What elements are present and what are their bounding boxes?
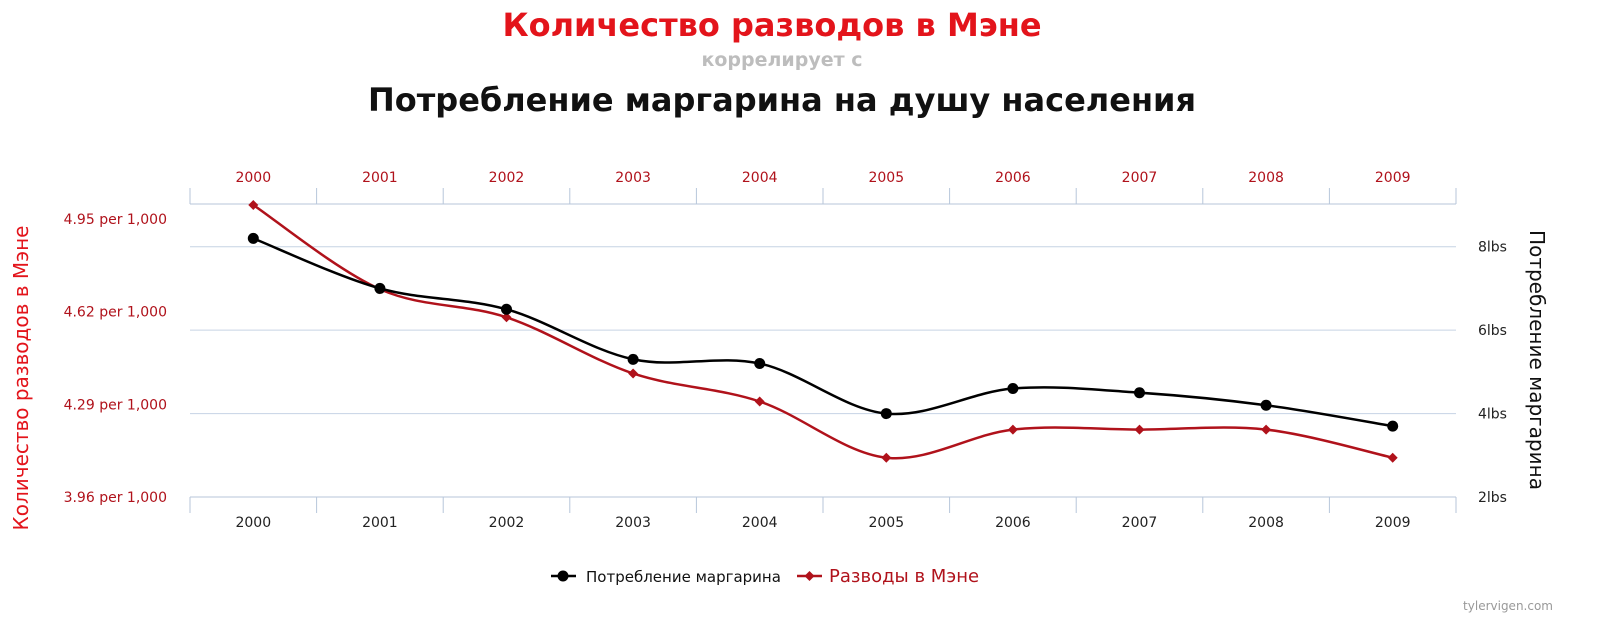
right-y-axis: 8lbs 6lbs 4lbs 2lbs [1478,240,1507,506]
data-point-divorces [1134,424,1145,435]
legend-margarine-marker [557,570,569,582]
legend-divorces-label: Разводы в Мэне [829,566,979,587]
left-y-tick-label: 4.95 per 1,000 [64,212,167,228]
right-y-tick-label: 2lbs [1478,490,1507,506]
top-x-tick-label: 2005 [868,170,904,186]
legend-divorces-marker [804,571,815,581]
data-point-divorces [1261,424,1272,435]
right-y-tick-label: 6lbs [1478,323,1507,339]
bottom-x-tick-label: 2001 [362,515,398,531]
left-y-axis: 4.95 per 1,000 4.62 per 1,000 4.29 per 1,0… [64,212,167,506]
data-point-divorces [1387,452,1398,463]
right-y-tick-label: 4lbs [1478,407,1507,423]
data-point-divorces [628,368,639,379]
top-x-tick-label: 2009 [1375,170,1411,186]
bottom-x-tick-label: 2000 [235,515,271,531]
data-point-divorces [248,200,259,210]
bottom-x-tick-label: 2006 [995,515,1031,531]
top-x-tick-label: 2003 [615,170,651,186]
top-x-tick-label: 2000 [235,170,271,186]
chart-subtitle: Потребление маргарина на душу населения [368,81,1196,119]
data-point-margarine [1387,420,1399,432]
right-y-tick-label: 8lbs [1478,240,1507,256]
axis-lines [189,188,1457,513]
bottom-x-axis: 2000 2001 2002 2003 2004 2005 2006 2007 2008 2009 [235,515,1410,531]
top-x-tick-label: 2002 [489,170,525,186]
data-point-divorces [1007,424,1018,435]
data-point-divorces [881,452,892,463]
bottom-x-tick-label: 2008 [1248,515,1284,531]
correlation-text: коррелирует с [701,49,862,71]
top-x-tick-label: 2004 [742,170,778,186]
series-layer [247,200,1399,463]
bottom-x-tick-label: 2007 [1122,515,1158,531]
chart-title: Количество разводов в Мэне [502,6,1041,44]
top-x-tick-label: 2007 [1122,170,1158,186]
data-point-margarine [880,408,892,420]
top-x-tick-label: 2006 [995,170,1031,186]
bottom-x-tick-label: 2002 [489,515,525,531]
legend-margarine-label: Потребление маргарина [586,568,781,586]
bottom-x-tick-label: 2005 [868,515,904,531]
data-point-divorces [754,396,765,407]
bottom-x-tick-label: 2004 [742,515,778,531]
data-point-margarine [627,353,639,365]
left-y-tick-label: 4.29 per 1,000 [64,397,167,413]
series-line-divorces [252,203,1393,460]
top-x-tick-label: 2008 [1248,170,1284,186]
right-axis-title: Потребление маргарина [1525,230,1549,490]
data-point-margarine [1007,383,1019,395]
legend: Потребление маргарина Разводы в Мэне [551,566,979,587]
credit-text: tylervigen.com [1463,599,1553,613]
top-x-tick-label: 2001 [362,170,398,186]
data-point-margarine [374,282,386,294]
bottom-x-tick-label: 2009 [1375,515,1411,531]
bottom-x-tick-label: 2003 [615,515,651,531]
legend-item-margarine[interactable]: Потребление маргарина [551,568,781,586]
data-point-margarine [501,303,512,315]
left-axis-title: Количество разводов в Мэне [9,226,33,531]
top-x-axis: 2000 2001 2002 2003 2004 2005 2006 2007 2008 2009 [235,170,1410,186]
series-line-margarine [252,237,1393,428]
legend-item-divorces[interactable]: Разводы в Мэне [797,566,979,587]
data-point-divorces [501,312,512,323]
left-y-tick-label: 4.62 per 1,000 [64,305,167,321]
left-y-tick-label: 3.96 per 1,000 [64,490,167,506]
data-point-margarine [247,232,259,244]
data-point-margarine [754,358,766,370]
data-point-margarine [1134,387,1145,399]
data-point-margarine [1260,399,1272,411]
